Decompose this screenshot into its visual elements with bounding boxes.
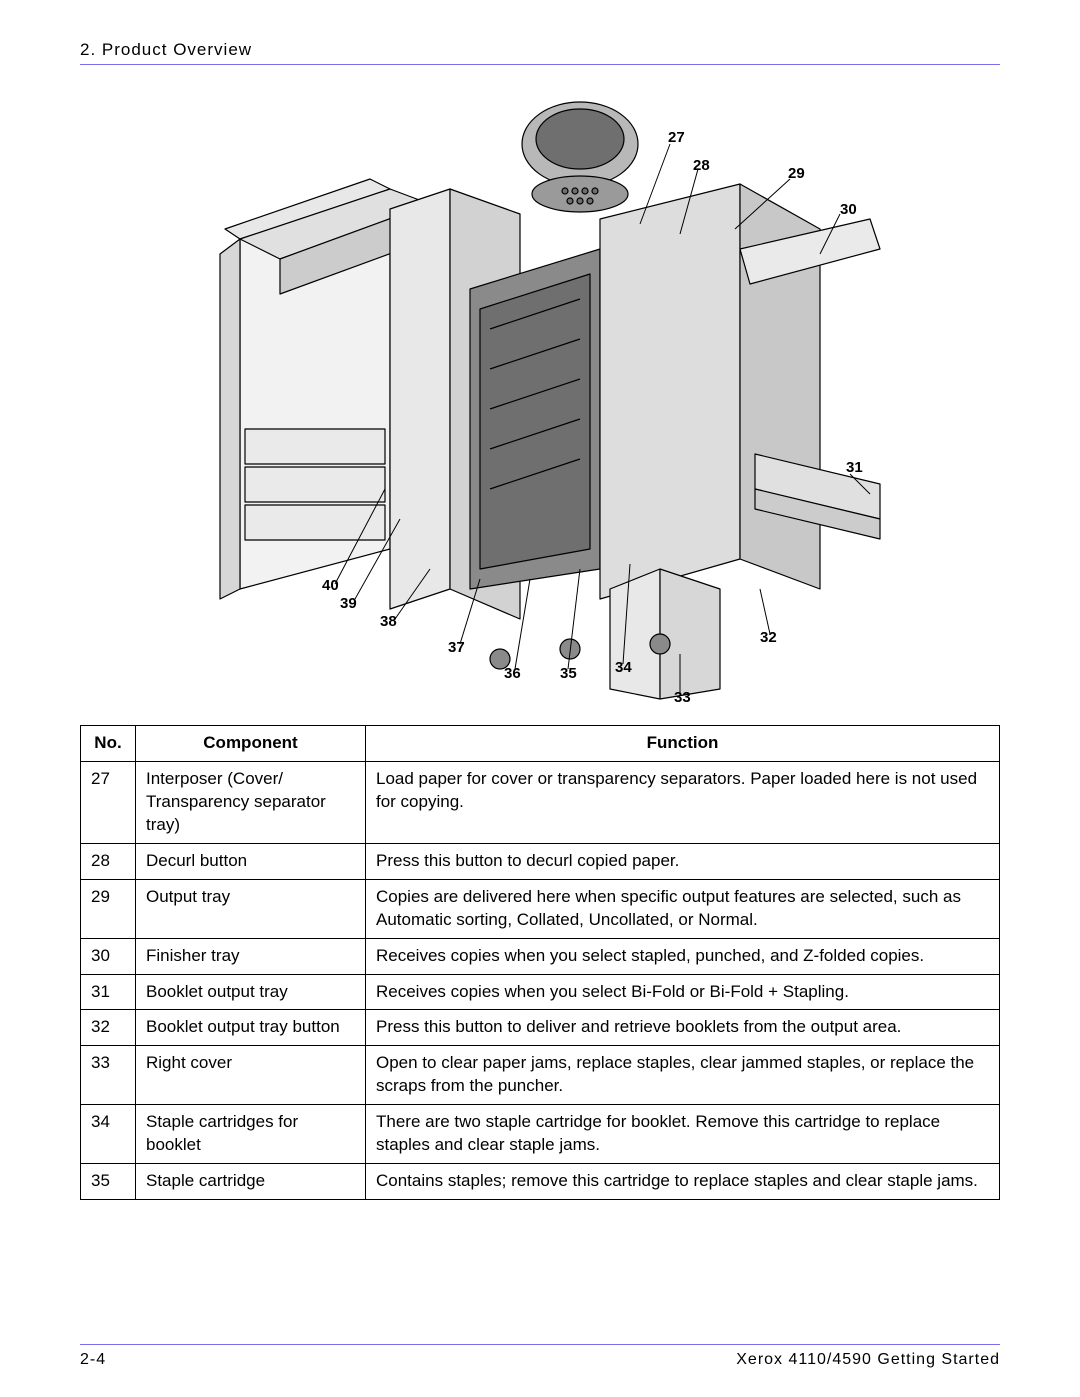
cell-no: 33 [81, 1046, 136, 1105]
col-header-function: Function [366, 726, 1000, 762]
table-row: 30 Finisher tray Receives copies when yo… [81, 938, 1000, 974]
callout-31: 31 [846, 459, 863, 476]
cell-component: Booklet output tray [136, 974, 366, 1010]
callout-40: 40 [322, 577, 339, 594]
callout-33: 33 [674, 689, 691, 706]
cell-no: 35 [81, 1164, 136, 1200]
callout-29: 29 [788, 165, 805, 182]
callout-39: 39 [340, 595, 357, 612]
table-row: 34 Staple cartridges for booklet There a… [81, 1105, 1000, 1164]
callout-32: 32 [760, 629, 777, 646]
printer-illustration [180, 89, 900, 709]
cell-component: Finisher tray [136, 938, 366, 974]
cell-no: 32 [81, 1010, 136, 1046]
callout-28: 28 [693, 157, 710, 174]
cell-component: Staple cartridges for booklet [136, 1105, 366, 1164]
callout-35: 35 [560, 665, 577, 682]
cell-no: 31 [81, 974, 136, 1010]
table-row: 33 Right cover Open to clear paper jams,… [81, 1046, 1000, 1105]
table-row: 29 Output tray Copies are delivered here… [81, 879, 1000, 938]
cell-function: Press this button to decurl copied paper… [366, 843, 1000, 879]
cell-no: 29 [81, 879, 136, 938]
cell-function: Press this button to deliver and retriev… [366, 1010, 1000, 1046]
doc-title: Xerox 4110/4590 Getting Started [736, 1351, 1000, 1369]
component-table: No. Component Function 27 Interposer (Co… [80, 725, 1000, 1200]
callout-38: 38 [380, 613, 397, 630]
section-title: 2. Product Overview [80, 40, 1000, 60]
col-header-component: Component [136, 726, 366, 762]
cell-no: 30 [81, 938, 136, 974]
cell-function: Contains staples; remove this cartridge … [366, 1164, 1000, 1200]
cell-no: 28 [81, 843, 136, 879]
cell-function: Receives copies when you select stapled,… [366, 938, 1000, 974]
cell-function: Open to clear paper jams, replace staple… [366, 1046, 1000, 1105]
cell-component: Output tray [136, 879, 366, 938]
header-rule [80, 64, 1000, 65]
cell-no: 27 [81, 761, 136, 843]
page-footer: 2-4 Xerox 4110/4590 Getting Started [80, 1340, 1000, 1369]
cell-function: There are two staple cartridge for bookl… [366, 1105, 1000, 1164]
product-diagram: 27 28 29 30 31 32 33 34 35 36 37 38 39 4… [180, 89, 900, 709]
col-header-no: No. [81, 726, 136, 762]
table-header-row: No. Component Function [81, 726, 1000, 762]
footer-rule [80, 1344, 1000, 1345]
cell-component: Decurl button [136, 843, 366, 879]
page-header: 2. Product Overview [80, 40, 1000, 65]
cell-component: Right cover [136, 1046, 366, 1105]
callout-37: 37 [448, 639, 465, 656]
cell-no: 34 [81, 1105, 136, 1164]
callout-27: 27 [668, 129, 685, 146]
callout-34: 34 [615, 659, 632, 676]
table-row: 28 Decurl button Press this button to de… [81, 843, 1000, 879]
callout-36: 36 [504, 665, 521, 682]
table-row: 32 Booklet output tray button Press this… [81, 1010, 1000, 1046]
callout-30: 30 [840, 201, 857, 218]
cell-component: Staple cartridge [136, 1164, 366, 1200]
cell-component: Booklet output tray button [136, 1010, 366, 1046]
cell-function: Receives copies when you select Bi-Fold … [366, 974, 1000, 1010]
table-row: 31 Booklet output tray Receives copies w… [81, 974, 1000, 1010]
table-row: 27 Interposer (Cover/ Transparency separ… [81, 761, 1000, 843]
diagram-container: 27 28 29 30 31 32 33 34 35 36 37 38 39 4… [80, 71, 1000, 719]
table-row: 35 Staple cartridge Contains staples; re… [81, 1164, 1000, 1200]
cell-function: Copies are delivered here when specific … [366, 879, 1000, 938]
cell-component: Interposer (Cover/ Transparency separato… [136, 761, 366, 843]
page-number: 2-4 [80, 1351, 106, 1369]
cell-function: Load paper for cover or transparency sep… [366, 761, 1000, 843]
